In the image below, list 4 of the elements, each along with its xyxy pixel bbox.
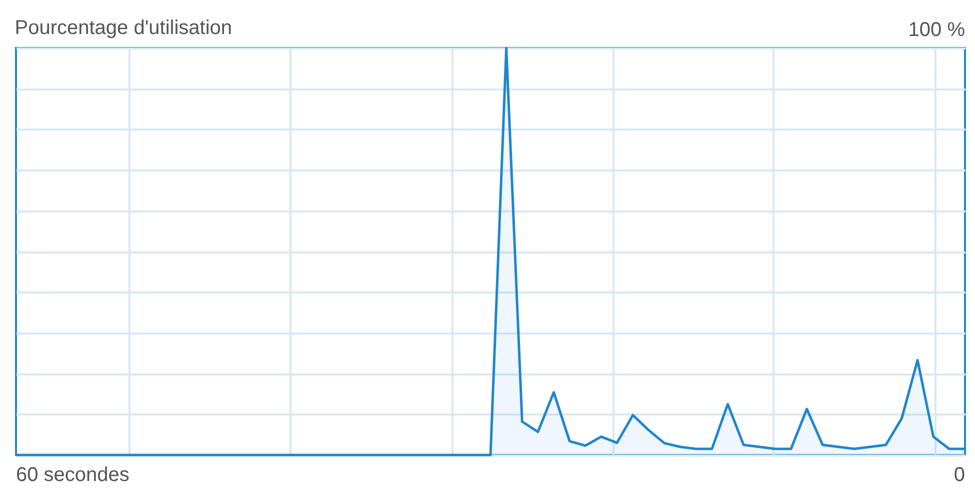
- text: 60 secondes: [16, 464, 130, 486]
- chart-title: Pourcentage d'utilisation: [14, 17, 232, 39]
- text: 0: [954, 464, 965, 486]
- text: 100 %: [908, 19, 966, 41]
